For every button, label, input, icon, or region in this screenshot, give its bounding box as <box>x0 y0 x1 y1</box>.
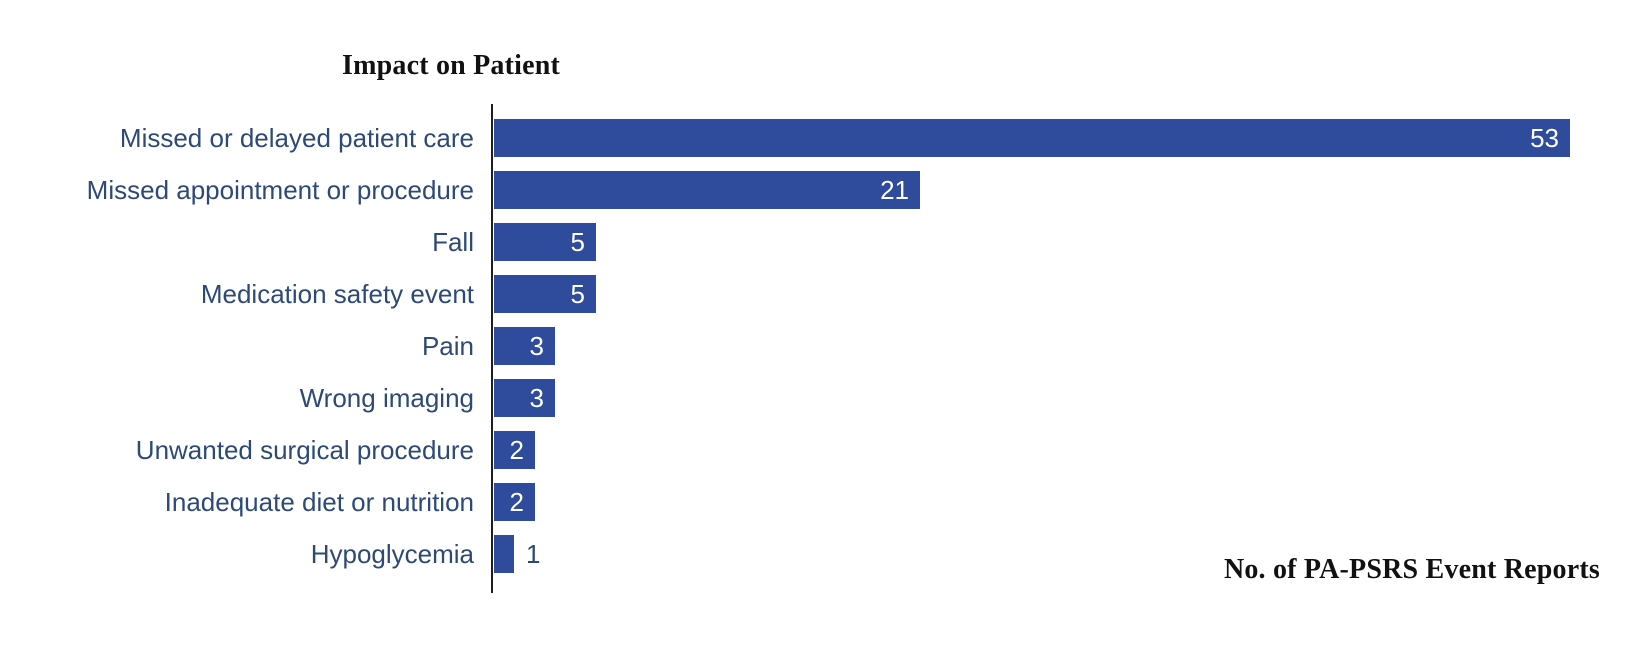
category-label: Hypoglycemia <box>310 538 474 569</box>
bar-value-label: 3 <box>529 383 544 413</box>
bar <box>494 535 514 573</box>
bar-value-label: 2 <box>509 435 524 465</box>
category-label: Missed or delayed patient care <box>119 122 474 153</box>
bar-area: 2 <box>474 424 1650 476</box>
bar-area: 53 <box>474 112 1650 164</box>
bar-value-label: 53 <box>1530 123 1559 153</box>
bar: 53 <box>494 119 1570 157</box>
bar-value-label: 2 <box>509 487 524 517</box>
bar-value-label: 3 <box>529 331 544 361</box>
chart-title: Impact on Patient <box>342 50 561 81</box>
bar-value-label: 21 <box>880 175 909 205</box>
bar-rows: Missed or delayed patient care 53 Missed a… <box>0 112 1650 580</box>
bar-area: 1 <box>474 528 1650 580</box>
bar: 3 <box>494 327 555 365</box>
bar: 2 <box>494 483 535 521</box>
bar-row: Wrong imaging 3 <box>0 372 1650 424</box>
bar-area: 3 <box>474 372 1650 424</box>
category-label: Pain <box>421 330 474 361</box>
x-axis-title: No. of PA-PSRS Event Reports <box>1223 554 1600 585</box>
bar-row: Missed or delayed patient care 53 <box>0 112 1650 164</box>
category-label: Medication safety event <box>200 278 474 309</box>
bar-row: Hypoglycemia 1 <box>0 528 1650 580</box>
bar: 5 <box>494 223 596 261</box>
bar-area: 5 <box>474 216 1650 268</box>
y-axis-line <box>491 104 493 593</box>
bar-row: Missed appointment or procedure 21 <box>0 164 1650 216</box>
category-label: Fall <box>432 226 474 257</box>
bar-area: 2 <box>474 476 1650 528</box>
bar-value-label: 5 <box>570 279 585 309</box>
bar-area: 3 <box>474 320 1650 372</box>
bar-row: Fall 5 <box>0 216 1650 268</box>
category-label: Inadequate diet or nutrition <box>164 486 474 517</box>
bar-value-label: 5 <box>570 227 585 257</box>
bar-area: 5 <box>474 268 1650 320</box>
bar-row: Unwanted surgical procedure 2 <box>0 424 1650 476</box>
bar: 3 <box>494 379 555 417</box>
category-label: Unwanted surgical procedure <box>135 434 474 465</box>
bar-row: Medication safety event 5 <box>0 268 1650 320</box>
category-label: Wrong imaging <box>299 382 474 413</box>
bar: 2 <box>494 431 535 469</box>
bar-row: Pain 3 <box>0 320 1650 372</box>
bar-area: 21 <box>474 164 1650 216</box>
category-label: Missed appointment or procedure <box>86 174 474 205</box>
bar: 21 <box>494 171 920 209</box>
bar-row: Inadequate diet or nutrition 2 <box>0 476 1650 528</box>
bar-value-label: 1 <box>526 539 541 569</box>
bar: 5 <box>494 275 596 313</box>
